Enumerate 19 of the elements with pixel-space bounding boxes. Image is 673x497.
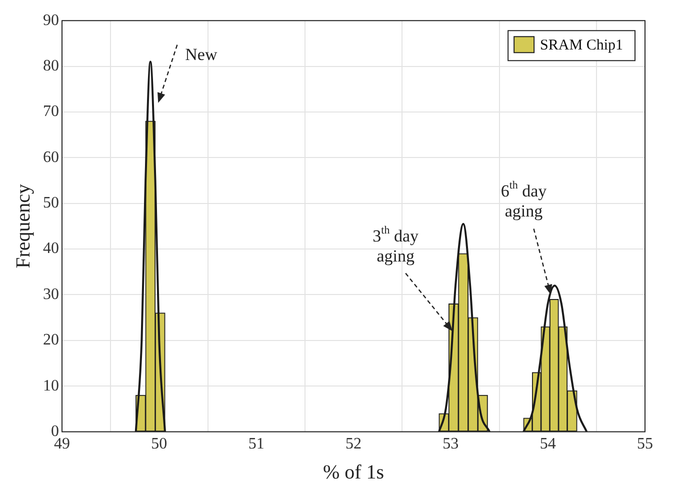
y-tick-label: 40 [43, 240, 59, 258]
y-tick-label: 20 [43, 332, 59, 349]
y-tick-label: 60 [43, 148, 59, 166]
x-tick-label: 54 [540, 436, 556, 453]
y-tick-label: 90 [43, 12, 59, 29]
y-tick-label: 70 [43, 103, 59, 120]
y-tick-label: 10 [43, 377, 59, 394]
x-tick-label: 50 [151, 436, 168, 453]
x-tick-label: 55 [637, 436, 653, 453]
x-axis-title: % of 1s [322, 461, 384, 484]
y-tick-label: 80 [43, 57, 59, 74]
y-tick-label: 30 [43, 286, 59, 303]
x-tick-label: 51 [248, 436, 264, 453]
y-axis-title: Frequency [12, 184, 34, 268]
annotation: New [185, 44, 218, 64]
x-tick-label: 53 [442, 436, 459, 453]
x-tick-label: 52 [346, 436, 362, 453]
y-tick-label: 50 [43, 194, 59, 212]
legend-label: SRAM Chip1 [540, 38, 624, 54]
